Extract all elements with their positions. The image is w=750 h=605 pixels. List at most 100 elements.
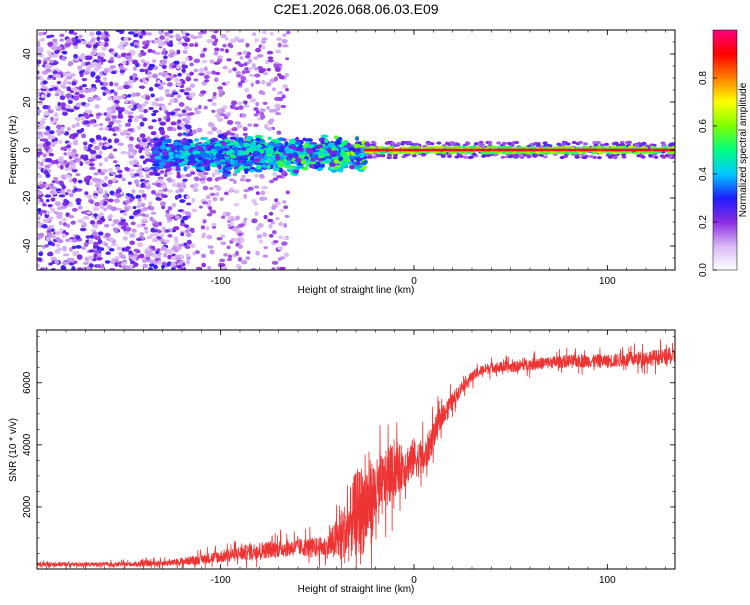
spectrogram-cell	[285, 88, 289, 92]
spectrogram-cell	[103, 224, 110, 228]
spectrogram-cell	[42, 153, 47, 158]
spectrogram-cell	[281, 95, 286, 99]
spectrogram-cell	[220, 234, 226, 239]
spectrogram-cell	[300, 159, 307, 165]
spectrogram-cell	[168, 35, 174, 39]
spectrogram-cell	[184, 245, 191, 249]
spectrogram-cell	[302, 137, 307, 142]
spectrogram-cell	[267, 136, 272, 141]
spectrogram-cell	[501, 146, 507, 149]
spectrogram-cell	[247, 186, 254, 191]
spectrogram-cell	[237, 232, 243, 237]
spectrogram-cell	[288, 153, 294, 158]
spectrogram-cell	[161, 105, 167, 111]
spectrogram-cell	[244, 70, 251, 74]
spectrogram-cell	[233, 140, 239, 145]
spectrogram-cell	[143, 167, 150, 171]
spectrogram-cell	[59, 165, 64, 170]
spectrogram-cell	[124, 246, 130, 252]
spectrogram-cell	[261, 45, 266, 50]
spectrogram-cell	[129, 240, 135, 246]
spectrogram-cell	[94, 201, 101, 207]
spectrogram-cell	[117, 124, 123, 128]
colorbar: 0.00.20.40.60.8 Normalized spectral ampl…	[698, 29, 749, 277]
spectrogram-cell	[75, 244, 82, 249]
spectrogram-cell	[624, 140, 630, 145]
spectrogram-cell	[96, 264, 102, 269]
spectrogram-cell	[491, 146, 497, 149]
spectrogram-cell	[120, 52, 128, 58]
spectrogram-cell	[50, 242, 56, 247]
x-tick-label: -100	[211, 575, 231, 586]
spectrogram-cell	[218, 89, 224, 94]
spectrogram-cell	[82, 221, 87, 226]
spectrogram-cell	[170, 256, 176, 261]
spectrogram-cell	[216, 129, 223, 134]
spectrogram-cell	[562, 154, 568, 159]
spectrogram-cell	[355, 160, 361, 166]
spectrogram-cell	[597, 145, 603, 149]
spectrogram-cell	[116, 55, 122, 59]
spectrogram-cell	[175, 165, 181, 171]
spectrogram-cell	[411, 146, 417, 150]
spectrogram-cell	[282, 33, 287, 37]
spectrogram-cell	[166, 114, 171, 119]
spectrogram-cell	[54, 179, 59, 184]
spectrogram-cell	[45, 157, 53, 163]
spectrogram-cell	[147, 252, 152, 257]
spectrogram-cell	[133, 179, 140, 185]
spectrogram-cell	[266, 81, 272, 87]
spectrogram-cell	[338, 156, 344, 161]
spectrogram-cell	[41, 85, 48, 89]
spectrogram-cell	[121, 60, 127, 66]
spectrogram-cell	[180, 61, 187, 65]
spectrogram-cell	[89, 220, 95, 225]
spectrogram-cell	[61, 175, 67, 181]
spectrogram-cell	[134, 173, 140, 177]
spectrogram-cell	[229, 218, 236, 222]
spectrogram-cell	[340, 162, 349, 166]
spectrogram-cell	[176, 94, 182, 99]
spectrogram-cell	[221, 105, 228, 110]
spectrogram-cell	[44, 63, 51, 68]
spectrogram-cell	[353, 143, 362, 149]
spectrogram-cell	[142, 142, 148, 148]
spectrogram-cell	[151, 163, 160, 167]
spectrogram-cell	[268, 108, 275, 113]
spectrogram-cell	[500, 155, 506, 159]
spectrogram-cell	[153, 168, 158, 173]
spectrogram-cell	[242, 142, 250, 147]
spectrogram-cell	[148, 63, 156, 68]
spectrogram-cell	[236, 73, 241, 78]
spectrogram-cell	[121, 177, 126, 182]
spectrogram-cell	[37, 200, 41, 205]
spectrogram-cell	[139, 133, 146, 139]
spectrogram-cell	[99, 204, 105, 209]
spectrogram-cell	[102, 92, 107, 96]
spectrogram-cell	[165, 249, 169, 254]
spectrogram-cell	[167, 189, 174, 193]
snr-plot-area	[37, 339, 675, 569]
spectrogram-cell	[458, 154, 464, 158]
spectrogram-cell	[76, 254, 83, 260]
spectrogram-cell	[207, 98, 213, 102]
spectrogram-cell	[253, 158, 261, 163]
spectrogram-cell	[252, 32, 257, 37]
spectrogram-cell	[275, 153, 280, 158]
y-tick-label: 0	[22, 147, 33, 153]
spectrogram-cell	[206, 200, 212, 205]
spectrogram-cell	[125, 227, 132, 232]
spectrogram-cell	[223, 114, 229, 120]
spectrogram-cell	[465, 142, 471, 146]
spectrogram-cell	[72, 148, 77, 154]
spectrogram-cell	[68, 192, 74, 198]
spectrogram-cell	[245, 54, 251, 59]
spectrogram-cell	[323, 145, 329, 149]
spectrogram-cell	[255, 191, 260, 195]
spectrogram-cell	[178, 187, 184, 193]
spectrogram-cell	[198, 67, 205, 72]
spectrogram-cell	[72, 177, 77, 183]
spectrogram-cell	[62, 217, 67, 222]
spectrogram-cell	[190, 243, 196, 249]
